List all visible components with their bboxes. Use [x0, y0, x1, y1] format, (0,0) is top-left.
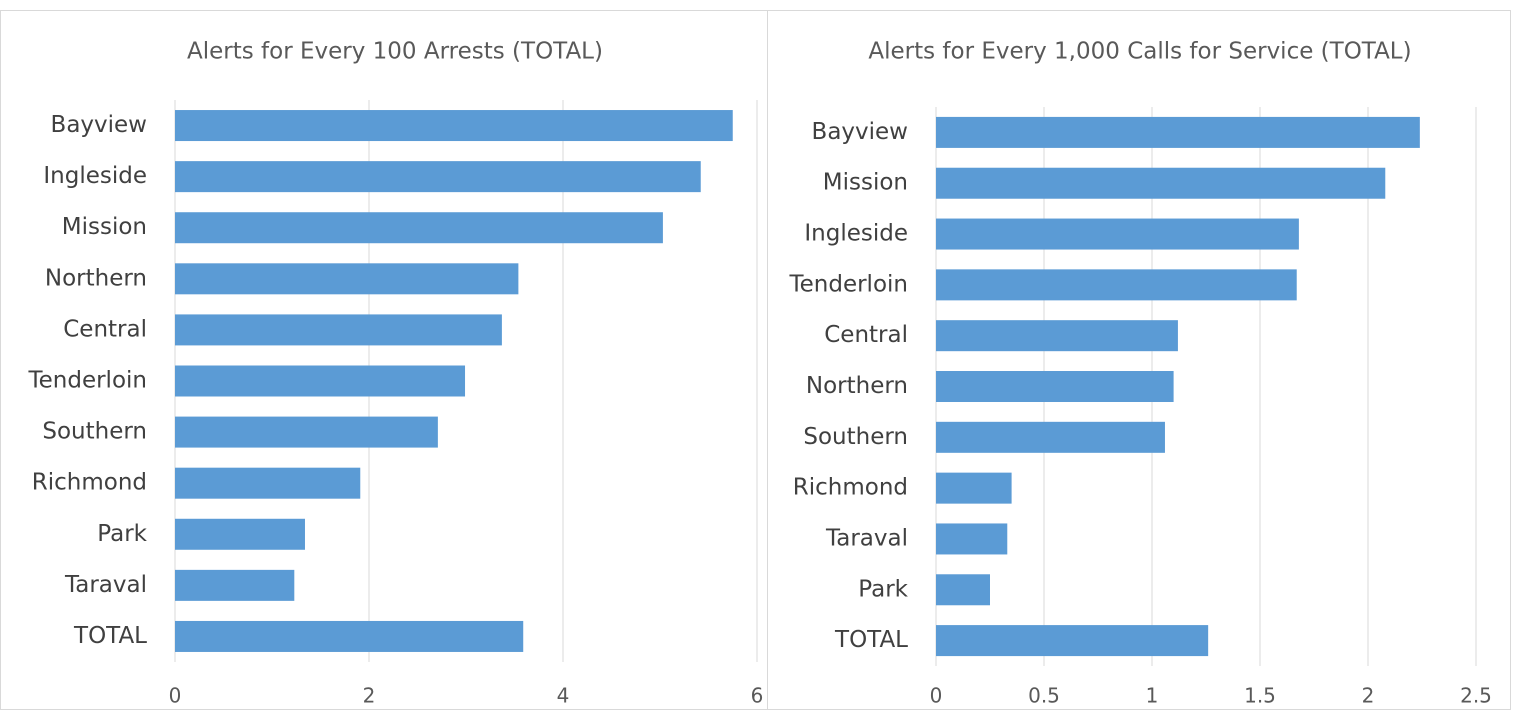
- bar: [936, 371, 1174, 402]
- bar: [175, 620, 524, 652]
- bar: [936, 574, 990, 606]
- y-tick-label: Ingleside: [43, 163, 147, 189]
- bar: [175, 467, 361, 499]
- y-tick-label: Mission: [62, 214, 147, 240]
- y-tick-label: Taraval: [64, 572, 147, 598]
- y-tick-label: Bayview: [812, 119, 908, 145]
- y-tick-label: Richmond: [793, 475, 908, 501]
- y-tick-label: Central: [63, 316, 147, 342]
- bar: [175, 263, 519, 295]
- chart-title: Alerts for Every 1,000 Calls for Service…: [868, 39, 1411, 65]
- bar: [175, 416, 438, 448]
- y-tick-label: Ingleside: [804, 221, 908, 247]
- bar: [936, 625, 1209, 657]
- chart-title: Alerts for Every 100 Arrests (TOTAL): [187, 39, 603, 65]
- x-tick-label: 1: [1146, 684, 1159, 708]
- y-tick-label: Richmond: [32, 470, 147, 496]
- y-tick-label: Southern: [42, 419, 147, 445]
- bar: [175, 314, 502, 346]
- x-tick-label: 1.5: [1244, 684, 1276, 708]
- bar: [936, 421, 1165, 453]
- y-tick-label: TOTAL: [834, 627, 908, 653]
- x-tick-label: 0: [930, 684, 943, 708]
- x-tick-label: 4: [557, 684, 570, 708]
- x-tick-label: 2: [363, 684, 376, 708]
- y-tick-label: Taraval: [825, 525, 908, 551]
- y-tick-label: Park: [97, 521, 147, 547]
- bar: [936, 269, 1297, 301]
- x-tick-label: 0.5: [1028, 684, 1060, 708]
- bar: [175, 365, 466, 397]
- y-tick-label: Tenderloin: [788, 271, 908, 297]
- y-tick-label: Tenderloin: [27, 368, 147, 394]
- bar: [175, 212, 663, 244]
- y-tick-label: Southern: [803, 424, 908, 450]
- x-tick-label: 6: [751, 684, 764, 708]
- bar: [936, 523, 1008, 555]
- x-tick-label: 2.5: [1460, 684, 1492, 708]
- bar: [175, 569, 295, 601]
- y-tick-label: Bayview: [51, 112, 147, 138]
- bar: [175, 110, 733, 142]
- x-tick-label: 0: [169, 684, 182, 708]
- y-tick-label: Northern: [806, 373, 908, 399]
- bar: [175, 518, 305, 550]
- bar: [175, 161, 701, 193]
- y-tick-label: Mission: [823, 170, 908, 196]
- bar: [936, 218, 1299, 250]
- bar: [936, 116, 1420, 148]
- x-tick-label: 2: [1362, 684, 1375, 708]
- y-tick-label: TOTAL: [73, 623, 147, 649]
- y-tick-label: Central: [824, 322, 908, 348]
- y-tick-label: Park: [858, 576, 908, 602]
- bar: [936, 167, 1386, 199]
- y-tick-label: Northern: [45, 265, 147, 291]
- bar: [936, 472, 1012, 504]
- bar: [936, 320, 1178, 352]
